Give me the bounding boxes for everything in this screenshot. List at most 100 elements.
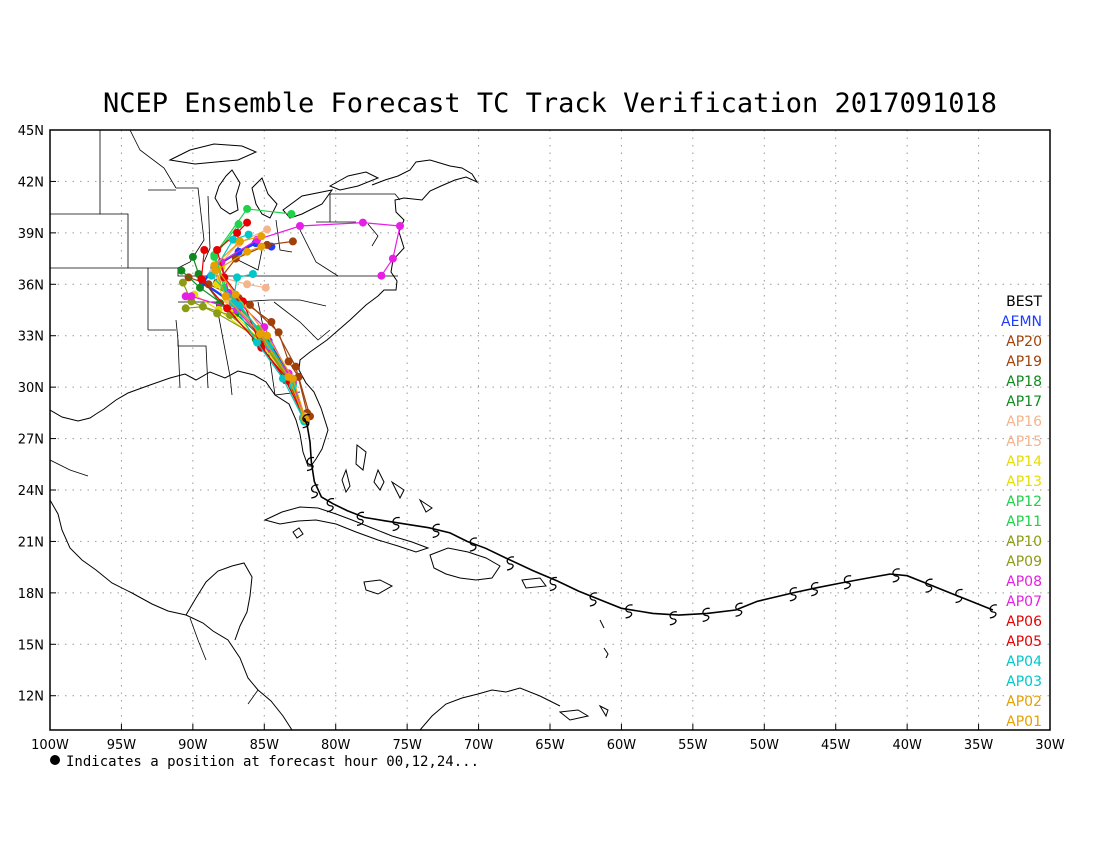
x-tick-label: 90W: [178, 738, 208, 753]
forecast-position-dot: [284, 372, 293, 381]
hurricane-symbol-icon: [326, 498, 335, 513]
position-marker-key: [50, 755, 60, 765]
forecast-position-dot: [296, 222, 304, 230]
forecast-position-dot: [257, 232, 266, 241]
forecast-position-dot: [234, 220, 243, 229]
forecast-position-dot: [263, 225, 272, 234]
forecast-position-dot: [243, 280, 252, 289]
y-tick-label: 12N: [18, 690, 44, 705]
forecast-position-dot: [181, 304, 190, 313]
y-tick-label: 33N: [18, 330, 44, 345]
axis-ticks: 100W 95W 90W 85W 80W 75W 70W 65W 60W 55W 50W 45W 40W…: [18, 124, 1065, 753]
y-tick-label: 36N: [18, 278, 44, 293]
track-line: [216, 222, 305, 419]
forecast-position-dot: [233, 228, 242, 237]
hurricane-symbol-icon: [589, 592, 597, 607]
hurricane-symbol-icon: [506, 556, 515, 571]
hurricane-symbol-icon: [810, 582, 819, 597]
hurricane-symbol-icon: [669, 611, 677, 626]
legend-item: AP03: [1006, 674, 1042, 690]
legend-item: AP02: [1006, 694, 1042, 710]
track-ap02: [210, 232, 310, 424]
legend-item: AP15: [1006, 434, 1042, 450]
x-tick-label: 85W: [250, 738, 280, 753]
x-tick-label: 75W: [392, 738, 422, 753]
track-ap18: [177, 266, 309, 422]
forecast-position-dot: [204, 280, 213, 289]
x-tick-label: 95W: [107, 738, 137, 753]
y-tick-label: 30N: [18, 381, 44, 396]
forecast-position-dot: [228, 299, 237, 308]
track-layer: [177, 204, 997, 626]
forecast-position-dot: [246, 300, 254, 309]
legend-item: AP12: [1006, 494, 1042, 510]
x-tick-label: 70W: [464, 738, 494, 753]
legend-item: AP16: [1006, 414, 1042, 430]
forecast-position-dot: [228, 235, 237, 244]
forecast-position-dot: [221, 292, 230, 301]
hurricane-symbol-icon: [469, 537, 477, 552]
figure-title: NCEP Ensemble Forecast TC Track Verifica…: [103, 88, 997, 119]
footnote: Indicates a position at forecast hour 00…: [66, 754, 479, 770]
legend-item: AP10: [1006, 534, 1042, 550]
x-tick-label: 40W: [892, 738, 922, 753]
forecast-position-dot: [284, 357, 293, 366]
forecast-position-dot: [257, 242, 266, 251]
best-track: [302, 414, 997, 626]
forecast-position-dot: [243, 204, 252, 213]
hurricane-symbol-icon: [735, 602, 743, 617]
forecast-position-dot: [213, 280, 222, 289]
legend-item: AP18: [1006, 374, 1042, 390]
forecast-position-dot: [260, 323, 269, 332]
forecast-position-dot: [243, 218, 252, 227]
forecast-position-dot: [377, 271, 386, 280]
track-ap19: [184, 273, 312, 417]
track-line: [180, 270, 305, 419]
forecast-position-dot: [213, 246, 222, 254]
y-tick-label: 42N: [18, 175, 44, 190]
legend-item: BEST: [1006, 294, 1042, 310]
legend-item: AP04: [1006, 654, 1042, 670]
forecast-position-dot: [248, 270, 257, 278]
forecast-position-dot: [188, 252, 197, 261]
legend-item: AP07: [1006, 594, 1042, 610]
legend-item: AP06: [1006, 614, 1042, 630]
y-tick-label: 45N: [18, 124, 44, 139]
forecast-position-dot: [210, 252, 219, 261]
forecast-position-dot: [263, 331, 272, 340]
legend-item: AP13: [1006, 474, 1042, 490]
forecast-position-dot: [181, 292, 190, 301]
x-tick-label: 80W: [321, 738, 351, 753]
forecast-position-dot: [261, 283, 270, 292]
forecast-position-dot: [388, 254, 397, 263]
forecast-position-dot: [178, 278, 187, 287]
forecast-position-dot: [267, 318, 276, 326]
y-tick-label: 39N: [18, 227, 44, 242]
forecast-position-dot: [187, 292, 196, 301]
hurricane-symbol-icon: [432, 523, 440, 539]
forecast-position-dot: [198, 302, 207, 311]
x-tick-label: 100W: [31, 738, 69, 753]
forecast-position-dot: [244, 230, 253, 239]
hurricane-symbol-icon: [306, 456, 315, 472]
lat-lon-gridlines: [50, 130, 1050, 730]
hurricane-symbol-icon: [892, 568, 900, 583]
y-tick-label: 24N: [18, 484, 44, 499]
x-tick-label: 65W: [535, 738, 565, 753]
hurricane-symbol-icon: [925, 578, 933, 593]
forecast-position-dot: [223, 304, 232, 313]
hurricane-symbol-icon: [392, 516, 400, 532]
forecast-position-dot: [231, 290, 240, 299]
forecast-position-dot: [236, 300, 244, 309]
legend-item: AP09: [1006, 554, 1042, 570]
hurricane-symbol-icon: [549, 576, 557, 592]
forecast-position-dot: [288, 237, 297, 246]
best-track-line: [303, 417, 994, 616]
forecast-position-dot: [211, 266, 220, 275]
forecast-position-dot: [236, 237, 244, 246]
forecast-position-dot: [287, 210, 296, 218]
legend-item: AP05: [1006, 634, 1042, 650]
hurricane-symbol-icon: [989, 604, 997, 619]
hurricane-symbol-icon: [789, 587, 797, 602]
